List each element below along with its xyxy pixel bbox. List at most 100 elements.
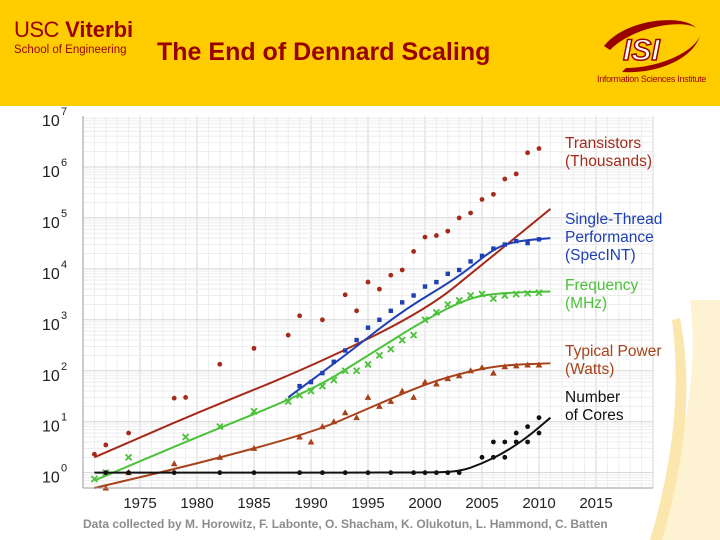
power-point xyxy=(398,387,406,394)
frequency-point xyxy=(181,433,190,441)
y-tick-label: 10 xyxy=(42,317,60,334)
transistors-point xyxy=(388,272,394,278)
transistors-point xyxy=(103,442,109,448)
single_thread-point xyxy=(297,383,302,389)
cores-point xyxy=(479,454,485,460)
transistors-point xyxy=(365,279,371,285)
single_thread-label: Performance xyxy=(565,229,654,246)
single_thread-label: Single-Thread xyxy=(565,211,662,228)
transistors-point xyxy=(434,233,439,238)
frequency-point xyxy=(250,407,258,415)
isi-swoosh-icon: ISI xyxy=(604,20,700,73)
frequency-point xyxy=(352,367,361,375)
y-tick-label: 10 xyxy=(42,368,60,385)
logo-usc-text: USC xyxy=(14,17,59,42)
power-point xyxy=(490,369,497,376)
power-point xyxy=(467,367,474,374)
data-credit-text: Data collected by M. Horowitz, F. Labont… xyxy=(83,517,608,531)
frequency-point xyxy=(387,345,395,353)
frequency-point xyxy=(535,289,543,297)
power-point xyxy=(364,393,372,400)
transistors-point xyxy=(411,249,416,254)
power-point xyxy=(455,372,463,379)
isi-mark-text: ISI xyxy=(623,34,660,67)
transistors-point xyxy=(320,317,325,323)
frequency-point xyxy=(216,423,224,431)
data-points xyxy=(90,146,543,491)
cores-point xyxy=(365,470,371,476)
power-point xyxy=(319,423,326,430)
y-tick-label: 10 xyxy=(42,419,60,436)
y-tick-label: 10 xyxy=(42,113,60,130)
power-point xyxy=(307,438,315,445)
cores-point xyxy=(491,439,496,445)
power-point xyxy=(341,409,349,416)
single_thread-point xyxy=(388,308,393,314)
cores-label: of Cores xyxy=(565,407,624,424)
cores-point xyxy=(388,470,394,476)
single_thread-point xyxy=(331,359,336,364)
power-point xyxy=(535,361,543,368)
cores-point xyxy=(217,470,223,476)
power-point xyxy=(216,453,224,460)
power-point xyxy=(478,364,486,371)
power-point xyxy=(512,362,520,369)
logo-viterbi-text: Viterbi xyxy=(65,17,134,42)
frequency-point xyxy=(478,290,486,298)
power-point xyxy=(421,378,429,385)
frequency-point xyxy=(523,289,532,298)
power-point xyxy=(376,402,383,409)
y-tick-exponent: 6 xyxy=(61,157,67,169)
cores-point xyxy=(491,454,496,460)
cores-point xyxy=(422,470,428,476)
y-tick-exponent: 7 xyxy=(61,106,67,118)
frequency-point xyxy=(501,291,509,300)
cores-point xyxy=(536,430,542,436)
transistors-point xyxy=(285,332,291,338)
cores-point xyxy=(456,470,462,476)
cores-point xyxy=(513,430,519,436)
frequency-point xyxy=(375,351,384,360)
cores-point xyxy=(251,470,257,476)
x-tick-label: 1990 xyxy=(294,495,327,512)
cores-point xyxy=(171,470,177,476)
frequency-point xyxy=(364,360,372,369)
y-tick-exponent: 2 xyxy=(61,361,67,373)
transistors-point xyxy=(536,146,542,151)
cores-point xyxy=(513,439,519,445)
transistors-point xyxy=(183,395,189,400)
frequency-label: (MHz) xyxy=(565,295,607,312)
single_thread-point xyxy=(411,293,416,298)
frequency-point xyxy=(512,290,520,298)
slide-header: USC Viterbi School of Engineering The En… xyxy=(0,0,720,106)
frequency-point xyxy=(284,397,292,406)
cores-point xyxy=(536,415,542,421)
transistors-point xyxy=(502,176,508,182)
frequency-point xyxy=(432,308,441,316)
frequency-point xyxy=(398,336,406,344)
frequency-point xyxy=(455,296,463,305)
transistors-label: (Thousands) xyxy=(565,153,652,170)
cores-label: Number xyxy=(565,389,620,406)
cores-point xyxy=(297,470,302,476)
cores-point xyxy=(502,439,508,445)
logo-school-text: School of Engineering xyxy=(14,44,127,56)
single_thread-point xyxy=(445,271,450,276)
cores-point xyxy=(445,470,451,476)
y-tick-exponent: 5 xyxy=(61,208,67,220)
single_thread-point xyxy=(536,237,542,242)
cores-point xyxy=(342,470,348,476)
single_thread-point xyxy=(468,259,473,264)
single_thread-point xyxy=(525,240,530,246)
cores-point xyxy=(525,424,530,430)
power-point xyxy=(330,418,338,425)
x-tick-label: 2005 xyxy=(465,495,498,512)
transistors-point xyxy=(92,451,97,457)
frequency-label: Frequency xyxy=(565,277,638,294)
single_thread-point xyxy=(434,279,439,285)
power-point xyxy=(296,433,303,440)
power-point xyxy=(410,393,417,400)
single_thread-point xyxy=(514,238,519,244)
cores-point xyxy=(434,470,439,476)
